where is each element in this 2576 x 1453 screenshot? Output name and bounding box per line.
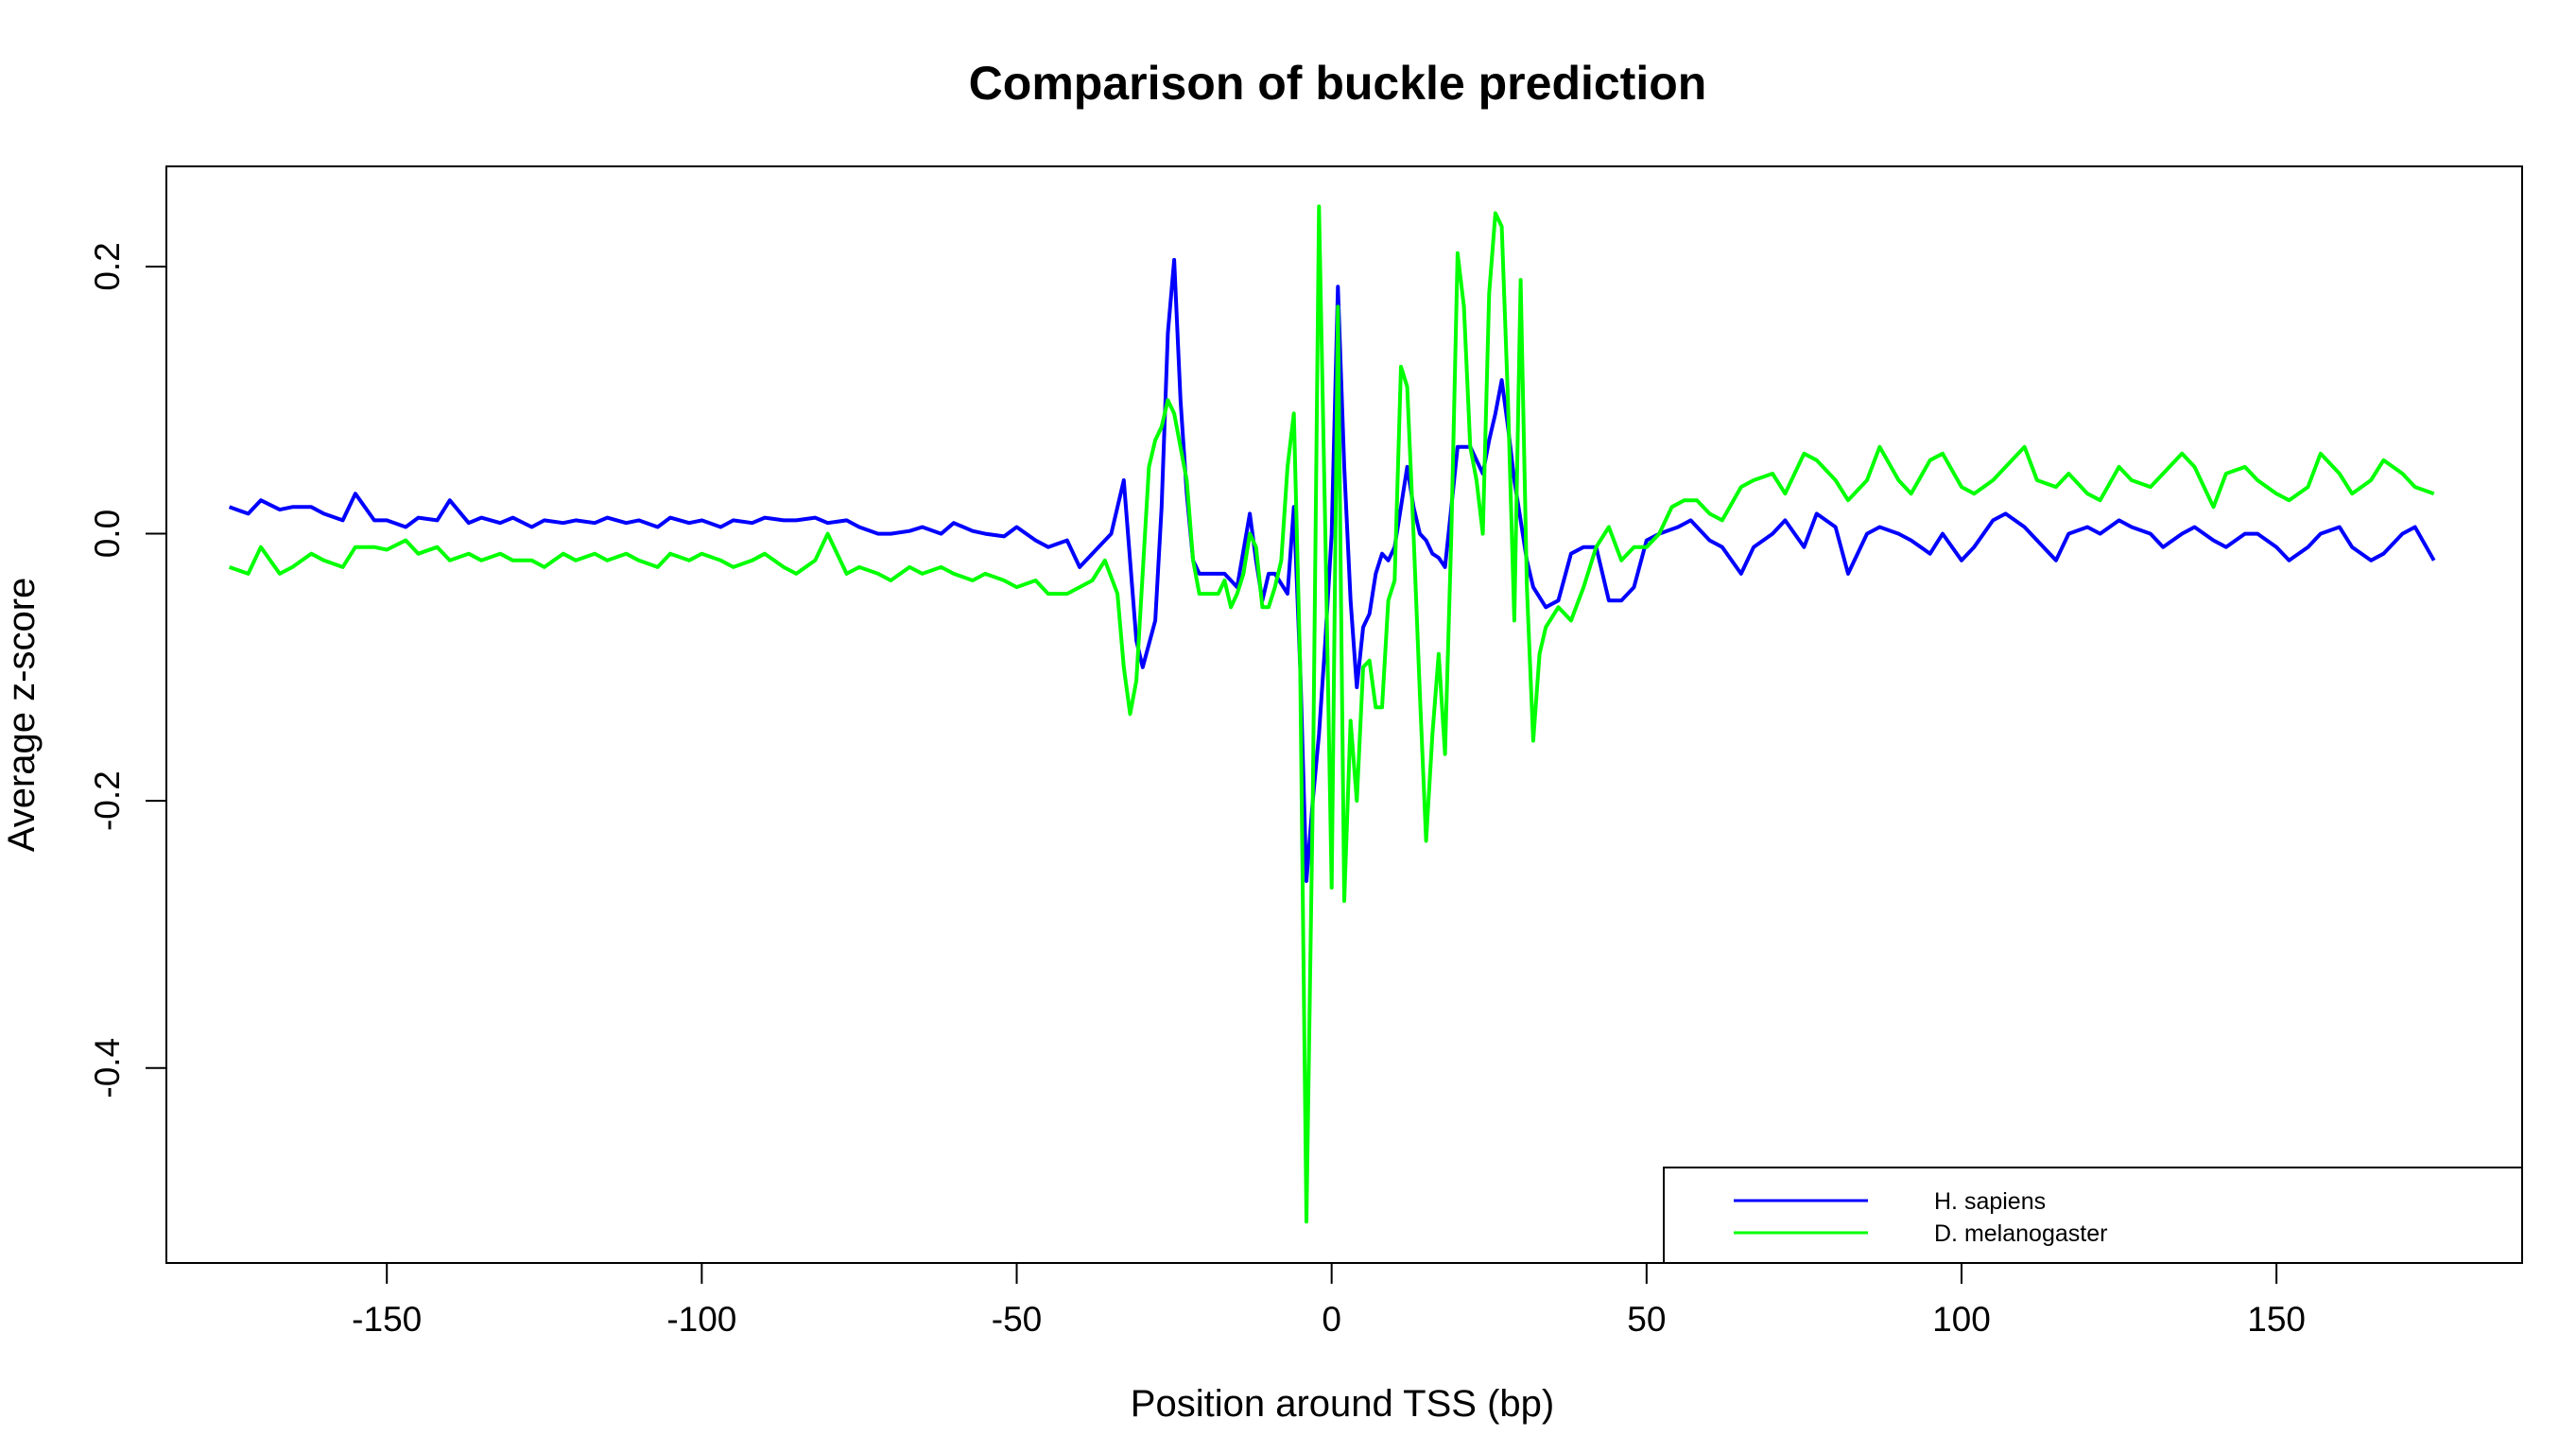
x-tick-label: 0 (1322, 1300, 1341, 1339)
x-tick-label: -50 (992, 1300, 1042, 1339)
x-tick-label: -150 (352, 1300, 422, 1339)
x-tick-label: -100 (666, 1300, 736, 1339)
series-line-0 (228, 257, 2436, 883)
legend: H. sapiens D. melanogaster (1663, 1167, 2523, 1264)
x-tick-label: 100 (1932, 1300, 1991, 1339)
legend-label-h-sapiens: H. sapiens (1934, 1188, 2046, 1215)
series-line-1 (228, 204, 2435, 1224)
chart-title: Comparison of buckle prediction (969, 57, 1707, 110)
plot-frame (165, 165, 2523, 1264)
y-tick-label: -0.4 (88, 1038, 127, 1098)
x-tick-label: 150 (2247, 1300, 2306, 1339)
y-axis: -0.4 -0.2 0.0 0.2 (88, 242, 167, 1098)
y-tick-label: 0.2 (88, 242, 127, 290)
x-axis: -150 -100 -50 0 50 100 150 (352, 1262, 2306, 1339)
y-tick-label: -0.2 (88, 770, 127, 831)
series-layer (228, 204, 2436, 1224)
x-tick-label: 50 (1627, 1300, 1666, 1339)
y-tick-label: 0.0 (88, 510, 127, 558)
legend-box (1663, 1167, 2523, 1264)
y-axis-label: Average z-score (1, 578, 43, 853)
legend-label-d-melanogaster: D. melanogaster (1934, 1220, 2107, 1247)
x-axis-label: Position around TSS (bp) (1131, 1383, 1554, 1425)
